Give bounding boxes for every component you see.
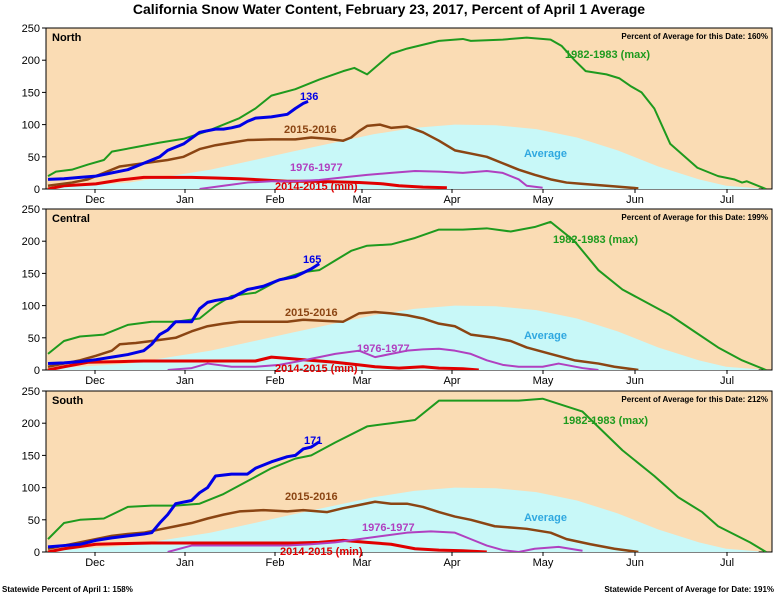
average-label: Average: [524, 148, 567, 160]
average-label: Average: [524, 330, 567, 342]
pct-of-average-label: Percent of Average for this Date: 212%: [621, 395, 768, 404]
y-tick-label: 150: [22, 268, 40, 280]
y-tick-label: 50: [28, 333, 40, 345]
mid-series-label: 1976-1977: [362, 522, 415, 534]
region-label: South: [52, 395, 83, 407]
max-series-label: 1982-1983 (max): [565, 49, 650, 61]
x-tick-label: May: [533, 557, 554, 569]
max-1982-1983-line: [47, 220, 767, 370]
y-tick-label: 0: [34, 547, 40, 559]
x-tick-label: May: [533, 194, 554, 206]
x-tick-label: Feb: [266, 557, 285, 569]
chart-title: California Snow Water Content, February …: [133, 1, 645, 17]
panels: 0 50 100 150 200 250 Dec Jan Feb Mar Apr May Jun Jul N…: [22, 23, 773, 569]
x-tick-label: Apr: [443, 557, 460, 569]
min-series-label: 2014-2015 (min): [280, 546, 363, 558]
y-tick-label: 50: [28, 515, 40, 527]
current-2017-line: [47, 100, 309, 181]
average-area: [48, 124, 759, 189]
mid-series-label: 1976-1977: [290, 162, 343, 174]
wet-2015-2016-line: [47, 500, 639, 552]
footer-right: Statewide Percent of Average for Date: 1…: [604, 585, 774, 594]
y-tick-label: 150: [22, 87, 40, 99]
current-value-label: 136: [300, 91, 318, 103]
y-tick-label: 250: [22, 204, 40, 216]
x-tick-label: Jun: [626, 194, 644, 206]
min-2014-2015-line: [47, 538, 487, 552]
x-tick-label: Jul: [720, 375, 734, 387]
panel-central: 0 50 100 150 200 250 Dec Jan Feb Mar Apr May Jun Jul C…: [22, 204, 773, 387]
y-tick-label: 100: [22, 483, 40, 495]
max-1982-1983-line: [47, 36, 767, 189]
wet-2015-2016-line: [47, 123, 639, 189]
average-label: Average: [524, 512, 567, 524]
pct-of-average-label: Percent of Average for this Date: 199%: [621, 213, 768, 222]
y-tick-label: 50: [28, 152, 40, 164]
region-label: Central: [52, 213, 90, 225]
footer-left: Statewide Percent of April 1: 158%: [2, 585, 133, 594]
y-tick-label: 0: [34, 184, 40, 196]
min-2014-2015-line: [47, 175, 447, 189]
panel-north: 0 50 100 150 200 250 Dec Jan Feb Mar Apr May Jun Jul N…: [22, 23, 773, 206]
min-2014-2015-line: [47, 355, 479, 370]
panel-south: 0 50 100 150 200 250 Dec Jan Feb Mar Apr May Jun Jul S…: [22, 386, 773, 569]
x-tick-label: Jul: [720, 557, 734, 569]
y-tick-label: 200: [22, 236, 40, 248]
x-tick-label: Jul: [720, 194, 734, 206]
x-tick-label: Jun: [626, 375, 644, 387]
current-value-label: 171: [304, 435, 322, 447]
x-tick-label: Dec: [85, 557, 105, 569]
wet-series-label: 2015-2016: [285, 491, 338, 503]
pct-of-average-label: Percent of Average for this Date: 160%: [621, 32, 768, 41]
x-tick-label: Apr: [443, 194, 460, 206]
y-tick-label: 100: [22, 301, 40, 313]
x-tick-label: Jan: [176, 557, 194, 569]
x-tick-label: May: [533, 375, 554, 387]
wet-series-label: 2015-2016: [284, 124, 337, 136]
x-tick-label: Mar: [353, 375, 372, 387]
y-tick-label: 0: [34, 365, 40, 377]
mid-1976-1977-line: [167, 347, 599, 370]
wet-series-label: 2015-2016: [285, 307, 338, 319]
current-value-label: 165: [303, 254, 321, 266]
average-area: [48, 487, 759, 552]
x-tick-label: Apr: [443, 375, 460, 387]
x-tick-label: Feb: [266, 375, 285, 387]
max-series-label: 1982-1983 (max): [563, 415, 648, 427]
y-tick-label: 100: [22, 120, 40, 132]
min-series-label: 2014-2015 (min): [275, 181, 358, 193]
x-tick-label: Jan: [176, 375, 194, 387]
x-tick-label: Feb: [266, 194, 285, 206]
x-tick-label: Dec: [85, 194, 105, 206]
max-series-label: 1982-1983 (max): [553, 234, 638, 246]
y-tick-label: 200: [22, 418, 40, 430]
x-tick-label: Jan: [176, 194, 194, 206]
current-2017-line: [47, 262, 321, 366]
mid-1976-1977-line: [199, 169, 543, 189]
wet-2015-2016-line: [47, 310, 639, 370]
mid-1976-1977-line: [167, 530, 583, 552]
min-series-label: 2014-2015 (min): [275, 363, 358, 375]
x-tick-label: Mar: [353, 557, 372, 569]
y-tick-label: 250: [22, 386, 40, 398]
average-area: [48, 305, 759, 370]
x-tick-label: Dec: [85, 375, 105, 387]
x-tick-label: Mar: [353, 194, 372, 206]
y-tick-label: 250: [22, 23, 40, 35]
mid-series-label: 1976-1977: [357, 343, 410, 355]
region-label: North: [52, 32, 82, 44]
current-2017-line: [47, 440, 321, 549]
y-tick-label: 150: [22, 450, 40, 462]
x-tick-label: Jun: [626, 557, 644, 569]
max-1982-1983-line: [47, 397, 767, 552]
y-tick-label: 200: [22, 55, 40, 67]
